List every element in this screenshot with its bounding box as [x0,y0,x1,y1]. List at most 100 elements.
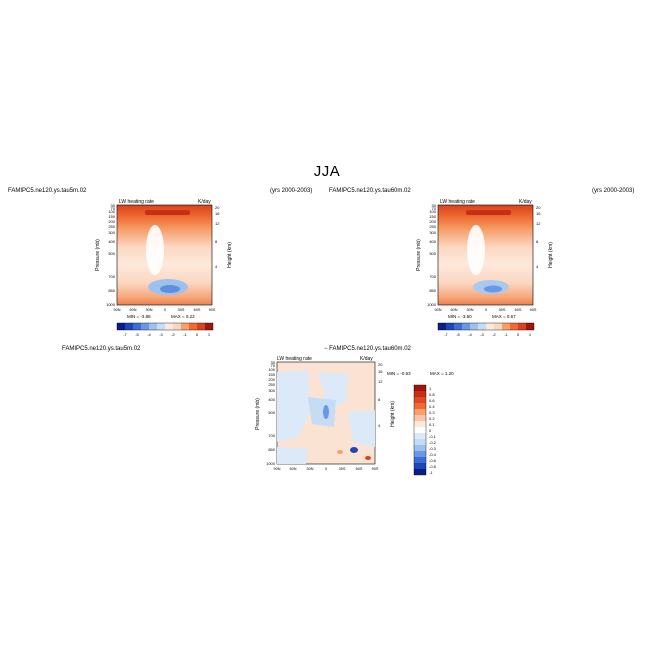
svg-text:-3: -3 [480,332,484,337]
panel1-ylabel: Pressure (mb) [95,239,101,271]
panel2-case-label: FAMIPC5.ne120.ys.tau60m.02 [329,188,411,194]
svg-text:-7: -7 [444,332,448,337]
svg-text:-1: -1 [429,470,433,475]
svg-text:90S: 90S [530,308,537,312]
svg-text:20: 20 [378,362,383,367]
svg-text:60N: 60N [451,308,458,312]
panel2-colorbar [437,322,535,331]
svg-text:30S: 30S [178,308,185,312]
svg-text:-1: -1 [504,332,508,337]
svg-text:150: 150 [429,214,436,219]
panel2-ylabel: Pressure (mb) [416,239,422,271]
svg-text:1000: 1000 [266,461,276,466]
panel1-strat-max [145,210,190,215]
svg-text:60S: 60S [194,308,201,312]
svg-text:150: 150 [268,372,275,377]
svg-text:0: 0 [429,428,432,433]
svg-text:200: 200 [108,219,115,224]
diff-y2label: Height (km) [390,401,396,427]
panel1-colorbar [116,322,214,331]
panel2-x-ticks: 90N 60N 30N 0 30S 60S 90S [435,308,537,312]
svg-text:700: 700 [108,274,115,279]
svg-text:90N: 90N [435,308,442,312]
svg-text:0: 0 [485,308,487,312]
svg-text:4: 4 [215,264,218,269]
svg-text:100: 100 [108,209,115,214]
panel2-variable-label: LW heating rate [440,199,475,205]
panel2-strat-max [466,210,511,215]
svg-text:300: 300 [268,388,275,393]
panel1-blue-core [160,285,180,293]
svg-text:300: 300 [429,230,436,235]
panel2-y2label: Height (km) [548,242,554,268]
panel2-white-core [467,225,485,275]
svg-text:1: 1 [529,332,532,337]
panel1-min-label: MIN = -3.88 [127,314,151,319]
svg-text:100: 100 [429,209,436,214]
svg-text:90S: 90S [372,467,379,471]
svg-text:4: 4 [536,264,539,269]
svg-text:200: 200 [429,219,436,224]
diff-x-ticks: 90N 60N 30N 0 30S 60S 90S [274,467,379,471]
svg-text:70: 70 [432,206,437,211]
svg-text:-4: -4 [468,332,472,337]
svg-text:8: 8 [536,239,539,244]
svg-text:150: 150 [108,214,115,219]
svg-text:-5: -5 [135,332,139,337]
svg-text:8: 8 [215,239,218,244]
panel1-units-label: K/day [198,199,211,205]
svg-text:0.8: 0.8 [429,392,435,397]
svg-text:30N: 30N [307,467,314,471]
diff-case-b-label: − FAMIPC5.ne120.ys.tau60m.02 [324,346,411,352]
svg-text:700: 700 [429,274,436,279]
svg-text:30: 30 [432,203,437,208]
diff-colorbar [413,384,427,476]
svg-text:30N: 30N [467,308,474,312]
panel1-x-ticks: 90N 60N 30N 0 30S 60S 90S [114,308,216,312]
svg-text:30: 30 [271,360,276,365]
svg-text:60N: 60N [290,467,297,471]
svg-text:-0.2: -0.2 [429,440,437,445]
svg-text:-0.1: -0.1 [429,434,437,439]
svg-text:-4: -4 [147,332,151,337]
svg-text:30N: 30N [146,308,153,312]
svg-text:20: 20 [215,205,220,210]
svg-text:400: 400 [108,239,115,244]
svg-text:16: 16 [378,369,383,374]
svg-text:500: 500 [108,251,115,256]
svg-text:100: 100 [268,367,275,372]
svg-text:1: 1 [208,332,211,337]
svg-text:300: 300 [108,230,115,235]
svg-text:850: 850 [429,288,436,293]
svg-text:850: 850 [108,288,115,293]
svg-text:16: 16 [536,211,541,216]
svg-text:90N: 90N [114,308,121,312]
diff-ylabel: Pressure (mb) [255,398,261,430]
svg-text:-2: -2 [492,332,496,337]
svg-text:0: 0 [164,308,166,312]
svg-text:250: 250 [429,224,436,229]
svg-text:90N: 90N [274,467,281,471]
svg-text:16: 16 [215,211,220,216]
svg-text:70: 70 [271,363,276,368]
panel1-colorbar-labels: -7 -5 -4 -3 -2 -1 0 1 [123,332,211,337]
panel1-y2label: Height (km) [227,242,233,268]
svg-text:30S: 30S [499,308,506,312]
svg-text:1: 1 [429,386,432,391]
svg-text:700: 700 [268,433,275,438]
svg-text:70: 70 [111,206,116,211]
panel1-white-core [146,225,164,275]
svg-text:4: 4 [378,423,381,428]
diff-min-label: MIN = -0.63 [387,371,411,376]
panel2-units-label: K/day [519,199,532,205]
panel2-years-label: (yrs 2000-2003) [592,188,635,194]
panel2-blue-core [484,285,502,293]
svg-text:-5: -5 [456,332,460,337]
svg-text:12: 12 [378,379,383,384]
